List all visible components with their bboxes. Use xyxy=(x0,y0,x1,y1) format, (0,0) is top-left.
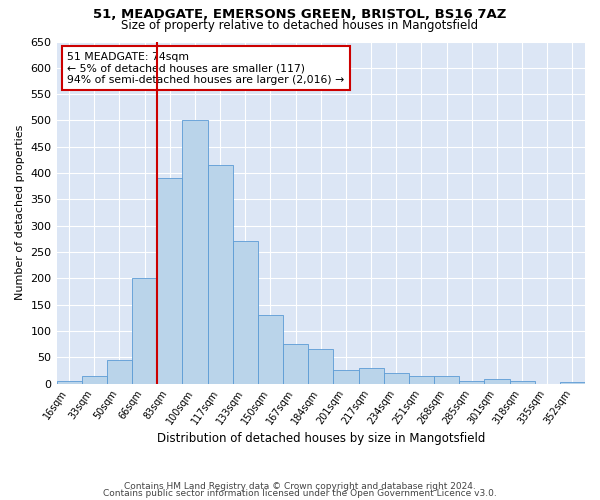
Bar xyxy=(434,376,459,384)
Bar xyxy=(359,368,383,384)
Text: Contains HM Land Registry data © Crown copyright and database right 2024.: Contains HM Land Registry data © Crown c… xyxy=(124,482,476,491)
X-axis label: Distribution of detached houses by size in Mangotsfield: Distribution of detached houses by size … xyxy=(157,432,485,445)
Y-axis label: Number of detached properties: Number of detached properties xyxy=(15,125,25,300)
Bar xyxy=(132,278,157,384)
Text: Size of property relative to detached houses in Mangotsfield: Size of property relative to detached ho… xyxy=(121,18,479,32)
Text: 51 MEADGATE: 74sqm
← 5% of detached houses are smaller (117)
94% of semi-detache: 51 MEADGATE: 74sqm ← 5% of detached hous… xyxy=(67,52,344,85)
Bar xyxy=(334,370,359,384)
Text: 51, MEADGATE, EMERSONS GREEN, BRISTOL, BS16 7AZ: 51, MEADGATE, EMERSONS GREEN, BRISTOL, B… xyxy=(94,8,506,20)
Bar xyxy=(409,376,434,384)
Bar xyxy=(233,242,258,384)
Bar xyxy=(182,120,208,384)
Bar xyxy=(82,376,107,384)
Bar xyxy=(484,380,509,384)
Bar xyxy=(509,382,535,384)
Bar xyxy=(383,373,409,384)
Bar xyxy=(283,344,308,384)
Bar xyxy=(258,315,283,384)
Bar xyxy=(459,381,484,384)
Bar xyxy=(107,360,132,384)
Text: Contains public sector information licensed under the Open Government Licence v3: Contains public sector information licen… xyxy=(103,490,497,498)
Bar xyxy=(56,381,82,384)
Bar xyxy=(560,382,585,384)
Bar xyxy=(208,165,233,384)
Bar xyxy=(308,350,334,384)
Bar xyxy=(157,178,182,384)
